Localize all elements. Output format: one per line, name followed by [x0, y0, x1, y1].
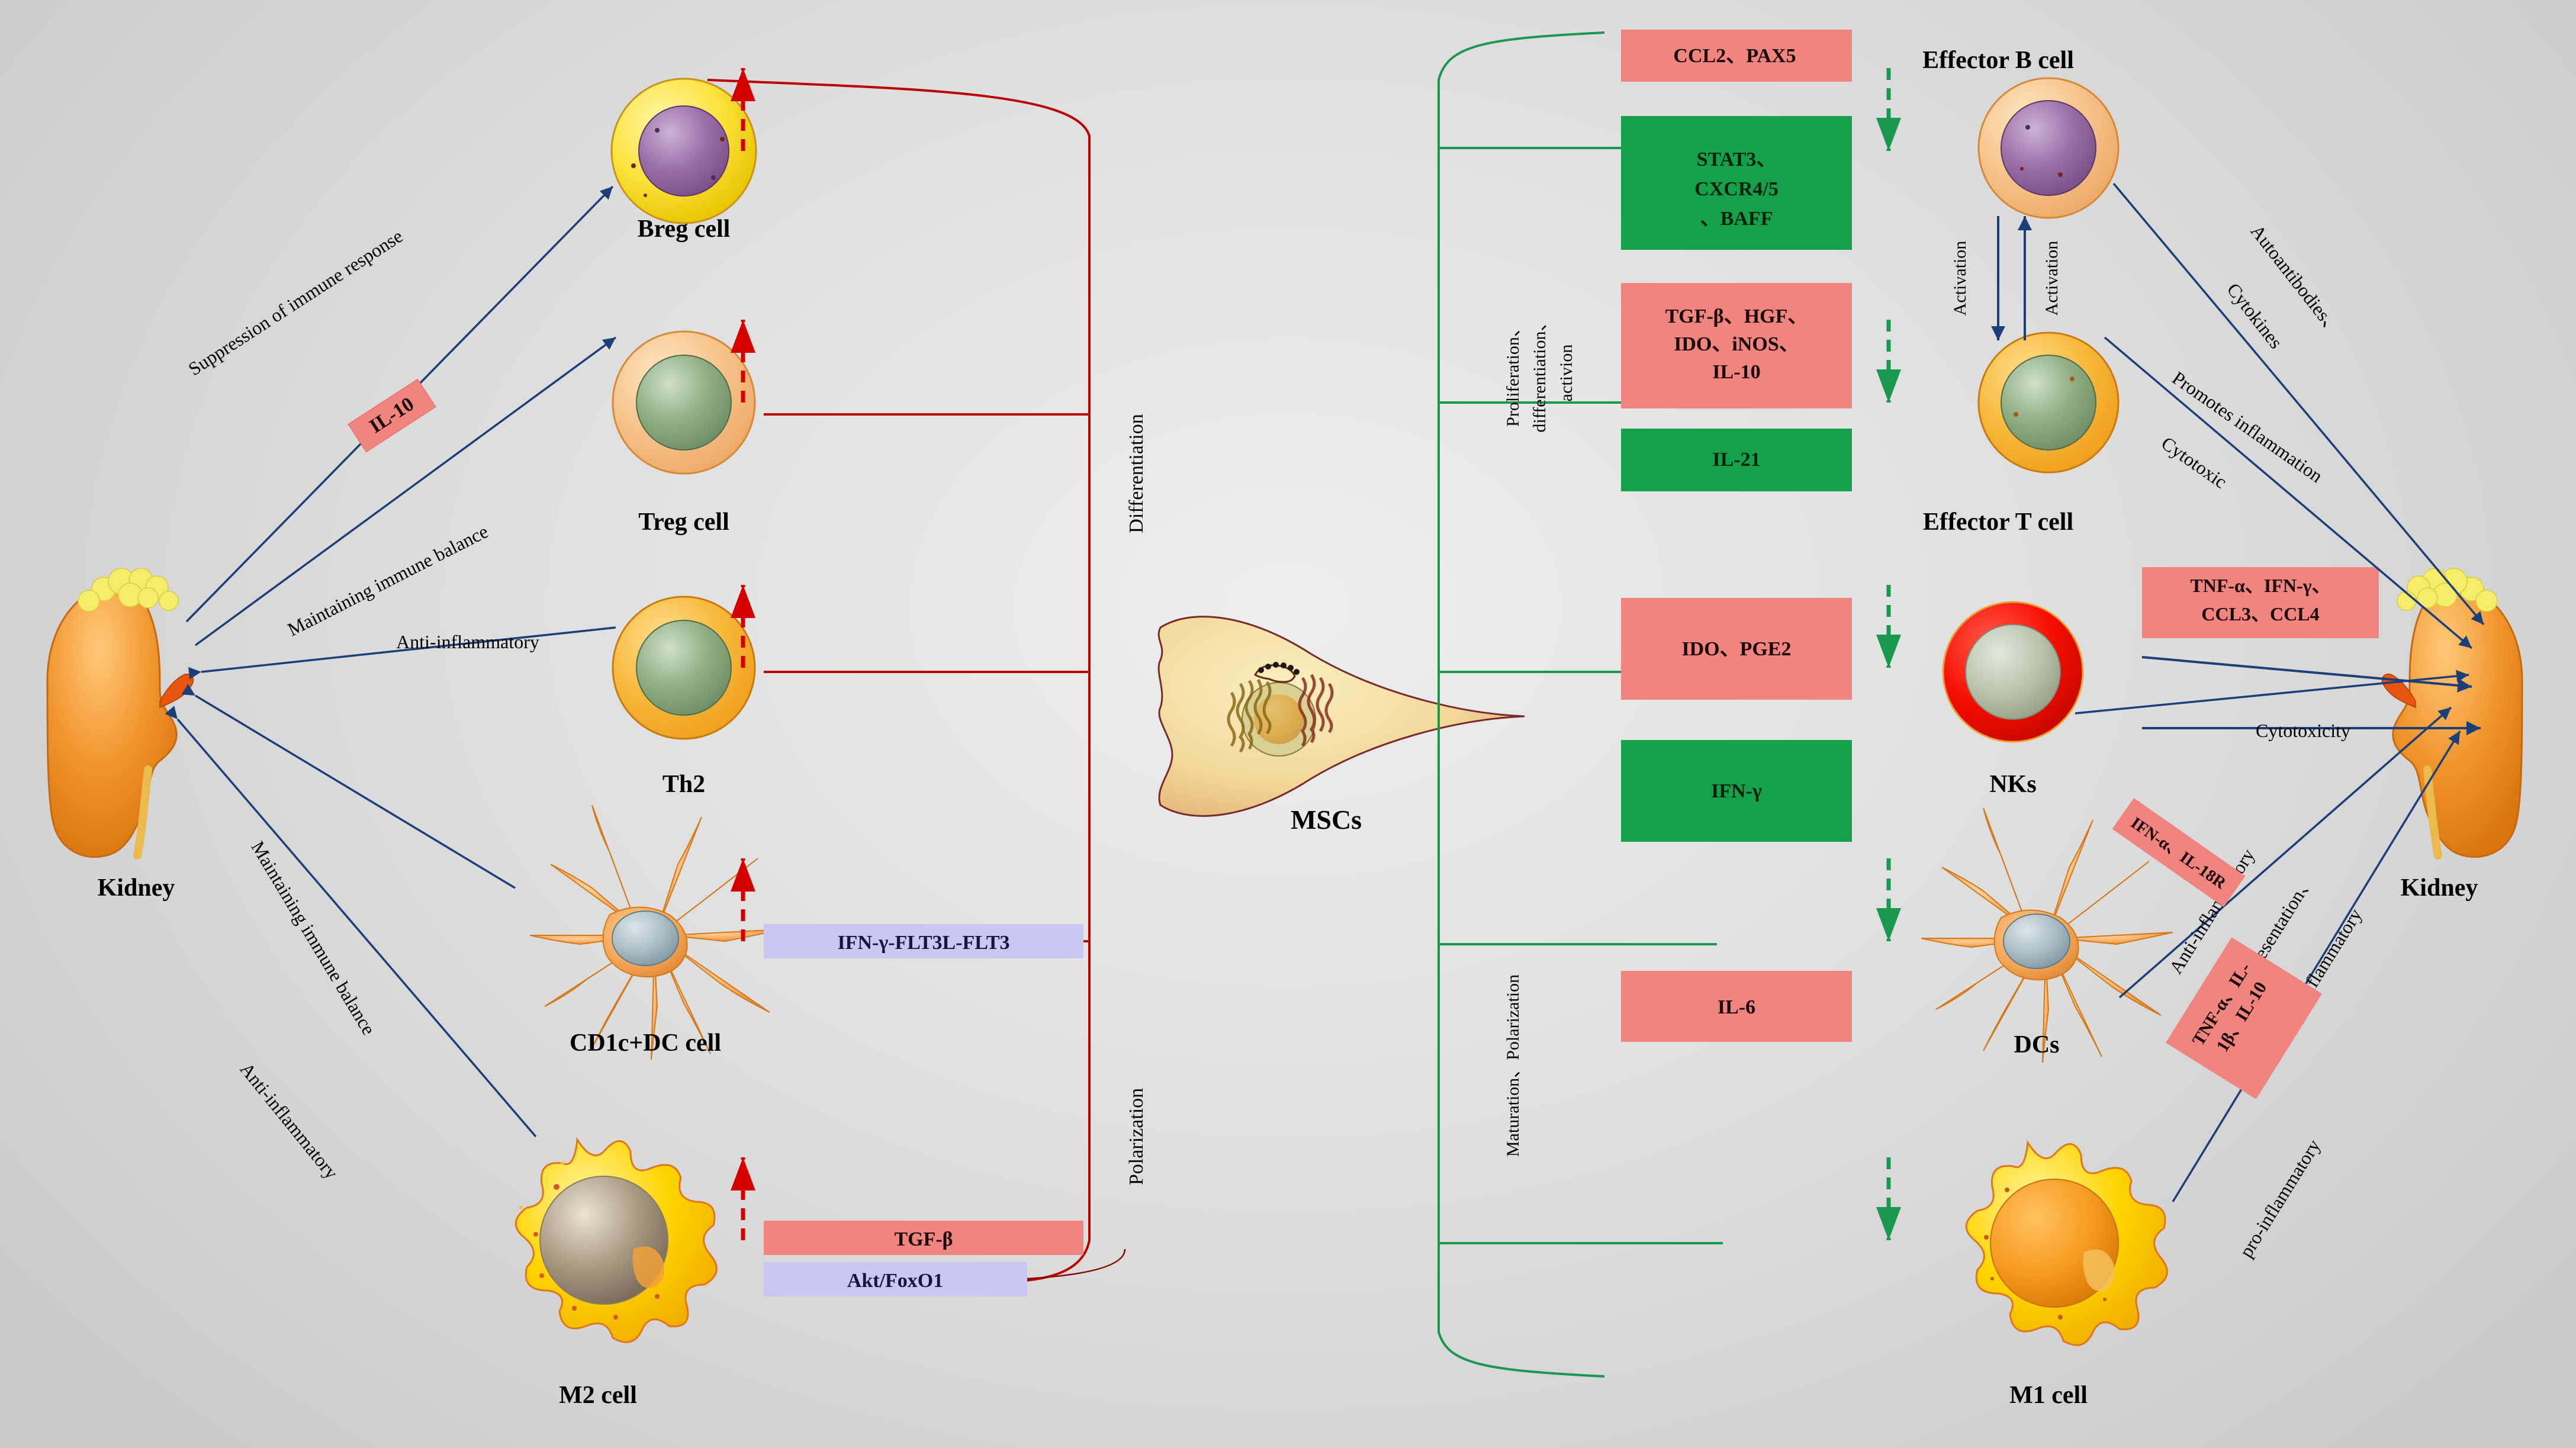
svg-text:IL-21: IL-21 — [1712, 449, 1760, 471]
svg-text:CCL2、PAX5: CCL2、PAX5 — [1673, 45, 1796, 67]
svg-text:Breg cell: Breg cell — [638, 215, 731, 243]
svg-text:IL-10: IL-10 — [1712, 361, 1760, 383]
svg-text:CCL3、CCL4: CCL3、CCL4 — [2201, 603, 2319, 625]
svg-text:CXCR4/5: CXCR4/5 — [1694, 178, 1779, 200]
svg-text:Effector T cell: Effector T cell — [1923, 509, 2073, 536]
svg-text:M2 cell: M2 cell — [559, 1382, 637, 1409]
svg-text:M1 cell: M1 cell — [2009, 1382, 2088, 1409]
svg-text:differentiation、: differentiation、 — [1530, 313, 1549, 432]
svg-text:Anti-inflammatory: Anti-inflammatory — [236, 1058, 343, 1183]
svg-text:IFN-γ-FLT3L-FLT3: IFN-γ-FLT3L-FLT3 — [837, 932, 1009, 954]
svg-text:CD1c+DC cell: CD1c+DC cell — [570, 1029, 721, 1057]
svg-text:Differentiation: Differentiation — [1125, 414, 1147, 533]
svg-text:Treg cell: Treg cell — [638, 509, 729, 536]
svg-text:Cytotoxicity: Cytotoxicity — [2256, 720, 2350, 741]
svg-text:DCs: DCs — [2014, 1031, 2059, 1058]
svg-text:IFN-γ: IFN-γ — [1711, 780, 1762, 802]
svg-text:MSCs: MSCs — [1291, 805, 1362, 835]
svg-text:Maturation、Polarization: Maturation、Polarization — [1503, 974, 1523, 1157]
svg-text:pro-inflammatory: pro-inflammatory — [2235, 1135, 2324, 1261]
svg-text:Akt/FoxO1: Akt/FoxO1 — [847, 1270, 943, 1292]
svg-text:TGF-β、HGF、: TGF-β、HGF、 — [1665, 305, 1808, 327]
svg-text:IFN-α、IL-18R: IFN-α、IL-18R — [2127, 814, 2230, 893]
svg-text:Th2: Th2 — [663, 771, 705, 798]
svg-text:Effector B cell: Effector B cell — [1922, 47, 2074, 74]
svg-text:Suppression of immune respon: Suppression of immune response — [184, 225, 406, 379]
svg-text:Maintaining immune balance: Maintaining immune balance — [284, 520, 491, 640]
svg-text:activion: activion — [1556, 345, 1576, 402]
svg-text:Maintaining immune balance: Maintaining immune balance — [247, 837, 380, 1038]
svg-text:Kidney: Kidney — [98, 874, 175, 902]
svg-text:NKs: NKs — [1989, 771, 2036, 798]
svg-text:TGF-β: TGF-β — [894, 1228, 953, 1250]
svg-text:Activation: Activation — [2042, 241, 2062, 316]
svg-text:、BAFF: 、BAFF — [1700, 208, 1773, 230]
svg-text:Cytokines: Cytokines — [2223, 279, 2287, 352]
svg-text:Kidney: Kidney — [2401, 874, 2478, 902]
svg-text:TNF-α、IFN-γ、: TNF-α、IFN-γ、 — [2190, 575, 2330, 596]
svg-text:IDO、PGE2: IDO、PGE2 — [1681, 638, 1791, 660]
svg-text:Proliferation、: Proliferation、 — [1503, 319, 1523, 427]
svg-text:Polarization: Polarization — [1125, 1088, 1147, 1185]
svg-text:Cytotoxic: Cytotoxic — [2157, 432, 2231, 493]
svg-text:IL-6: IL-6 — [1718, 996, 1755, 1018]
svg-text:STAT3、: STAT3、 — [1697, 149, 1777, 170]
svg-text:Activation: Activation — [1950, 241, 1970, 316]
svg-text:Anti-inflammatory: Anti-inflammatory — [396, 631, 539, 652]
svg-text:IDO、iNOS、: IDO、iNOS、 — [1674, 333, 1799, 355]
